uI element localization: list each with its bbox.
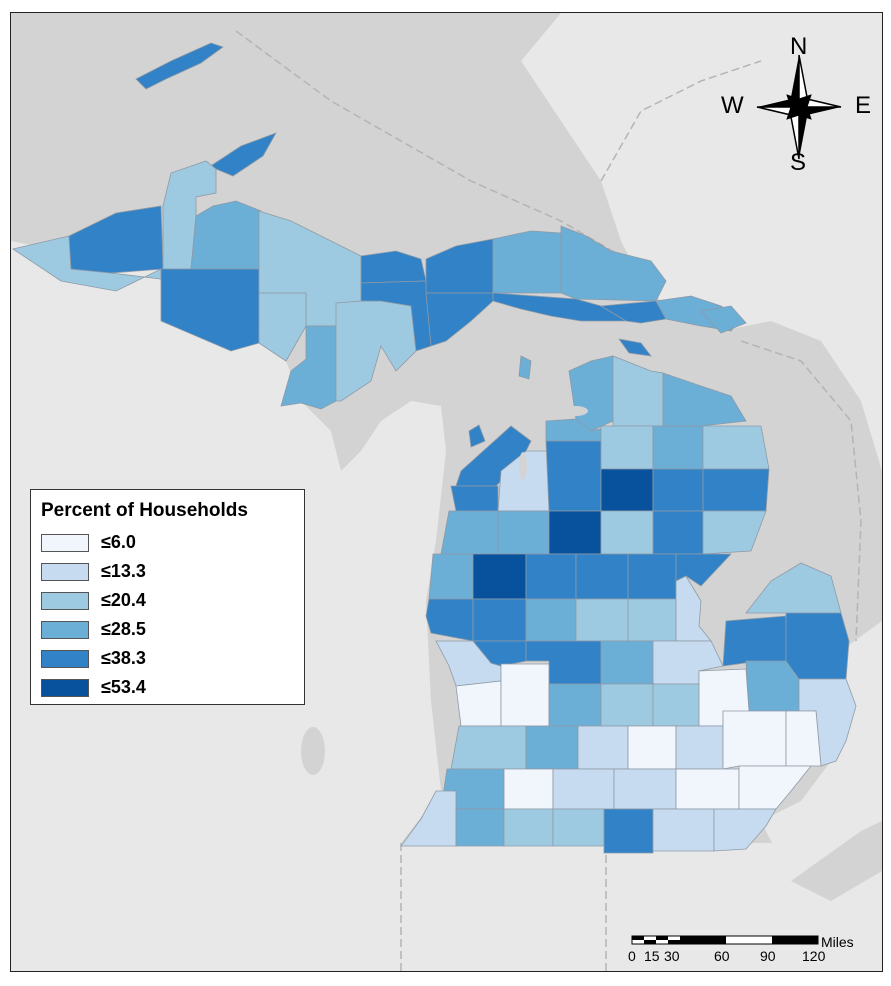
scale-tick-label: 90: [760, 948, 776, 964]
legend-swatch: [41, 563, 89, 581]
legend: Percent of Households ≤6.0 ≤13.3 ≤20.4 ≤…: [30, 489, 305, 705]
compass-west: W: [721, 92, 744, 119]
legend-label: ≤28.5: [101, 619, 146, 639]
compass-rose: N S W E: [719, 33, 879, 177]
legend-label: ≤20.4: [101, 590, 146, 610]
legend-label: ≤13.3: [101, 561, 146, 581]
scale-tick-label: 120: [802, 948, 826, 964]
compass-south: S: [790, 149, 807, 176]
beaver-island: [468, 424, 486, 448]
legend-item: ≤28.5: [41, 619, 291, 641]
scale-tick-label: 15: [644, 948, 660, 964]
isle-royale: [135, 42, 224, 90]
legend-swatch: [41, 621, 89, 639]
legend-label: ≤6.0: [101, 532, 136, 552]
legend-swatch: [41, 534, 89, 552]
lake-erie: [791, 821, 882, 901]
torch-lake: [519, 452, 527, 480]
houghton-lake: [564, 406, 588, 416]
compass-east: E: [855, 92, 872, 119]
map-frame: N S W E: [10, 12, 883, 972]
legend-label: ≤53.4: [101, 677, 146, 697]
legend-item: ≤38.3: [41, 648, 291, 670]
legend-swatch: [41, 650, 89, 668]
legend-item: ≤53.4: [41, 677, 291, 699]
drummond-island: [700, 305, 747, 334]
legend-title: Percent of Households: [41, 500, 248, 521]
legend-item: ≤13.3: [41, 561, 291, 583]
legend-swatch: [41, 679, 89, 697]
compass-star-icon: [756, 54, 842, 160]
legend-swatch: [41, 592, 89, 610]
ontario-land: [521, 13, 882, 471]
scale-tick-label: 30: [664, 948, 680, 964]
inland-lake: [301, 727, 325, 775]
scale-tick-label: 0: [628, 948, 636, 964]
scale-bar: Miles 0 15 30 60 90 120: [620, 933, 870, 969]
legend-item: ≤20.4: [41, 590, 291, 612]
compass-north: N: [790, 33, 808, 60]
scale-bar-graphic: [631, 935, 819, 945]
scale-tick-label: 60: [714, 948, 730, 964]
legend-label: ≤38.3: [101, 648, 146, 668]
lower-peninsula: [400, 355, 857, 854]
legend-item: ≤6.0: [41, 532, 291, 554]
choropleth-map: [11, 13, 882, 971]
scale-unit: Miles: [821, 934, 854, 950]
